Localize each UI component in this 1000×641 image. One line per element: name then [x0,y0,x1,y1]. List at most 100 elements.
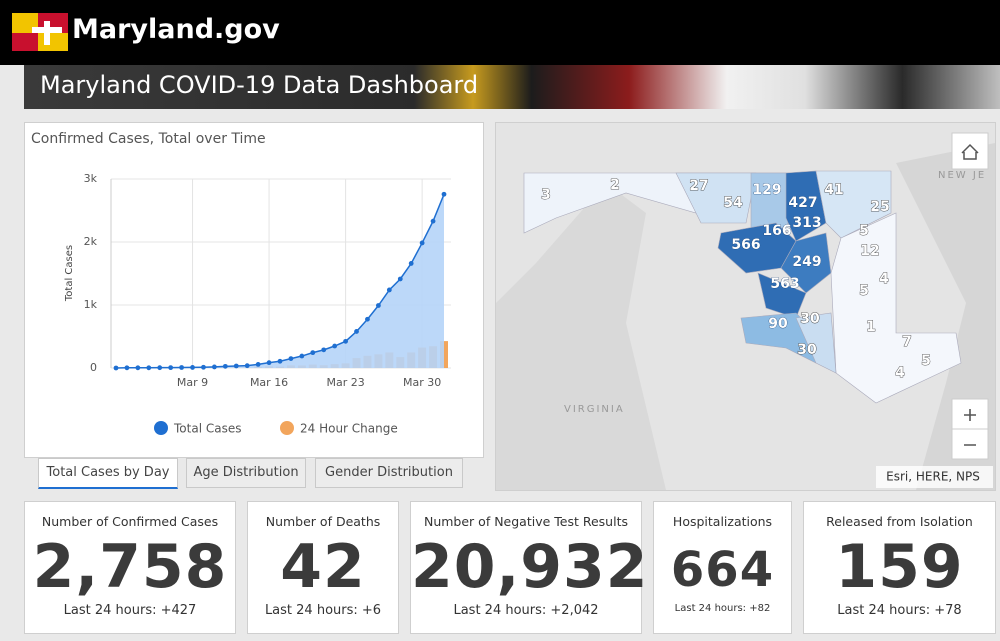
x-tick-label: Mar 9 [177,376,208,389]
county-count: 129 [752,182,781,198]
point [430,218,436,224]
kpi-label: Released from Isolation [826,514,973,529]
county-count: 12 [860,243,879,259]
county-count: 2 [610,177,620,193]
x-tick-label: Mar 23 [326,376,364,389]
point [244,363,250,369]
point [441,191,447,197]
place-label: VIRGINIA [564,404,625,415]
chart-panel: Confirmed Cases, Total over Time Total C… [24,122,484,458]
point [310,350,316,356]
county-count: 90 [768,316,788,332]
county-count: 3 [541,187,551,203]
y-tick-label: 3k [84,172,98,185]
point [277,358,283,364]
y-axis-label: Total Cases [64,245,75,302]
banner: Maryland COVID-19 Data Dashboard [24,65,1000,109]
county-count: 566 [731,237,760,253]
kpi-value: 2,758 [32,532,228,602]
kpi-label: Number of Confirmed Cases [41,514,219,529]
kpi-value: 20,932 [411,532,649,602]
point [419,240,425,246]
y-tick-label: 0 [90,361,97,374]
x-tick-label: Mar 30 [403,376,441,389]
point [255,362,261,367]
kpi-card: Released from Isolation 159 Last 24 hours:… [803,501,996,634]
point [201,364,206,370]
kpi-value: 159 [835,532,964,602]
county-count: 427 [788,195,817,211]
county-count: 313 [792,215,821,231]
point [157,365,163,371]
dashboard-title: Maryland COVID-19 Data Dashboard [40,71,479,99]
point [354,329,359,334]
point [408,261,414,266]
county-count: 5 [921,353,931,369]
point [386,287,392,293]
tab[interactable]: Total Cases by Day [38,458,178,489]
map-panel: 3 2 27 54 129 427 41 25 313 166 566 5 12 249 4 563 5 90 30… [495,122,996,491]
point [266,360,272,366]
county-count: 25 [870,199,889,215]
home-button[interactable] [951,132,989,170]
point [288,356,294,362]
county-count: 4 [895,365,905,381]
kpi-card: Number of Negative Test Results 20,932 Las… [410,501,649,634]
county-count: 54 [723,195,743,211]
area [116,194,444,368]
point [397,276,403,282]
tab[interactable]: Gender Distribution [315,458,463,488]
point [190,365,195,370]
point [179,365,185,370]
point [343,338,348,344]
kpi-label: Number of Negative Test Results [423,514,628,529]
kpi-value: 42 [280,532,366,602]
kpi-change: Last 24 hours: +6 [264,603,382,618]
chart-title: Confirmed Cases, Total over Time [31,131,266,147]
county-count: 7 [902,334,912,350]
point [376,303,381,308]
kpi-value: 664 [670,542,775,598]
point [222,363,228,369]
legend-label[interactable]: Total Cases [173,422,241,436]
county-count: 30 [800,311,820,327]
top-bar: Maryland.gov [0,0,1000,65]
chart: Confirmed Cases, Total over Time Total C… [31,131,451,436]
county-count: 5 [859,223,869,239]
point [146,365,152,371]
kpi-change: Last 24 hours: +2,042 [453,603,599,618]
point [365,316,370,322]
tab[interactable]: Age Distribution [186,458,306,488]
county-count: 30 [797,342,817,358]
county-count: 1 [866,319,876,335]
legend-label[interactable]: 24 Hour Change [300,422,398,436]
logo [12,13,68,51]
legend-swatch[interactable] [280,421,294,435]
point [135,365,141,371]
legend-swatch[interactable] [154,421,168,435]
county-count: 563 [770,276,799,292]
site-name[interactable]: Maryland.gov [72,14,280,45]
point [124,365,130,371]
county-count: 41 [824,182,843,198]
x-tick-label: Mar 16 [250,376,288,389]
kpi-card: Number of Confirmed Cases 2,758 Last 24 ho… [24,501,236,634]
point [332,343,338,349]
kpi-card: Hospitalizations 664 Last 24 hours: +82 [653,501,792,634]
point [299,353,305,359]
kpi-label: Hospitalizations [672,514,773,529]
county-count: 249 [792,254,821,270]
point [212,364,217,370]
place-label: NEW JE [938,170,986,181]
kpi-change: Last 24 hours: +427 [63,603,197,618]
kpi-change: Last 24 hours: +78 [837,603,962,618]
point [233,363,239,369]
point [113,365,119,371]
kpi-card: Number of Deaths 42 Last 24 hours: +6 [247,501,399,634]
county-count: 166 [762,223,791,239]
county-count: 4 [879,271,889,287]
point [168,365,174,371]
attribution: Esri, HERE, NPS [886,470,980,484]
